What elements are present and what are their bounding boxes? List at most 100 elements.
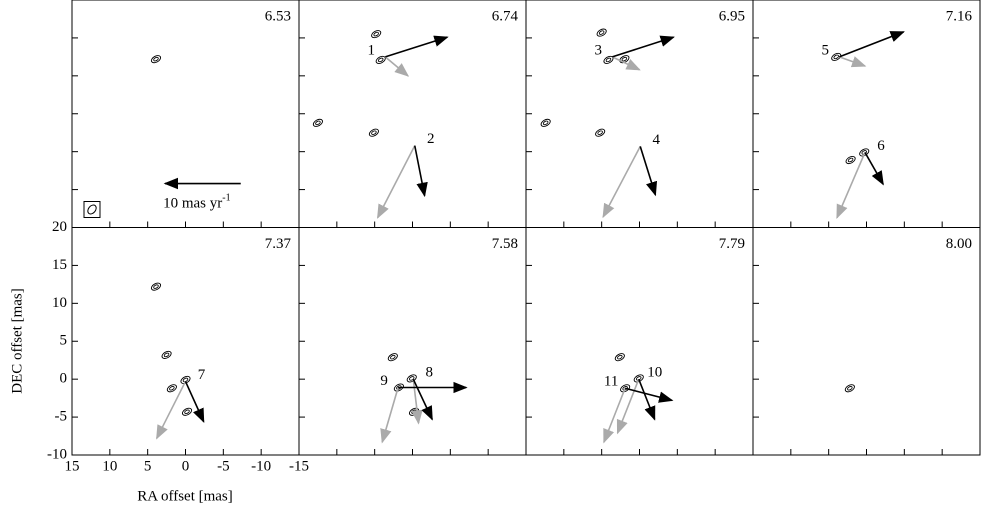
contour: [150, 55, 162, 64]
maser-spot: [393, 383, 404, 392]
maser-spot: [595, 128, 606, 137]
beam: [87, 204, 97, 215]
maser-spot: [161, 350, 172, 359]
contour: [181, 407, 193, 416]
maser-spot: [368, 128, 379, 137]
model-vector: [602, 145, 641, 219]
contour: [622, 386, 628, 391]
contour: [150, 282, 162, 291]
proper-motion-vector: [385, 35, 449, 58]
velocity-label: 6.95: [719, 8, 745, 24]
x-tick-label: 0: [182, 458, 190, 474]
x-tick-label: 10: [102, 458, 117, 474]
contour: [542, 120, 549, 126]
velocity-label: 8.00: [946, 236, 972, 252]
model-vector: [603, 387, 626, 444]
maser-spot: [371, 30, 382, 39]
contour: [540, 118, 551, 127]
feature-label: 2: [427, 131, 435, 147]
model-vector: [384, 56, 410, 77]
contour: [847, 157, 854, 163]
x-tick-label: 5: [144, 458, 152, 474]
contour: [153, 56, 159, 62]
feature-label: 11: [604, 374, 618, 390]
contour: [595, 128, 606, 137]
contour: [845, 155, 856, 165]
panel-frame: [71, 0, 300, 228]
feature-label: 6: [877, 138, 885, 154]
proper-motion-vector: [413, 145, 428, 198]
contour: [833, 54, 839, 60]
proper-motion-vector: [184, 381, 205, 423]
proper-motion-vector: [864, 152, 884, 186]
contour: [371, 130, 377, 135]
x-tick-label: -15: [289, 458, 309, 474]
y-axis-label: DEC offset [mas]: [9, 288, 25, 394]
maser-spot: [375, 55, 386, 64]
maser-spot: [540, 118, 551, 127]
panel-frame: [298, 227, 527, 456]
contour: [387, 353, 398, 362]
contour: [390, 354, 396, 360]
proper-motion-vector: [637, 378, 656, 421]
contour: [409, 376, 415, 381]
maser-spot: [150, 282, 162, 291]
model-vector: [411, 379, 423, 425]
contour: [831, 52, 842, 61]
feature-label: 4: [653, 132, 661, 148]
y-tick-label: -10: [47, 446, 67, 462]
proper-motion-vector: [624, 387, 674, 403]
feature-label: 8: [426, 365, 434, 381]
maser-spot: [166, 384, 177, 393]
maser-spot: [181, 407, 193, 416]
maser-spot: [150, 55, 162, 64]
contour: [614, 353, 625, 362]
velocity-label: 7.58: [492, 236, 518, 252]
contour: [169, 386, 175, 391]
model-vector: [156, 381, 187, 440]
proper-motion-vector: [639, 146, 658, 197]
contour: [163, 352, 170, 358]
y-tick-label: 5: [60, 333, 68, 349]
maser-spot: [180, 375, 191, 384]
contour: [166, 384, 177, 393]
feature-label: 7: [198, 367, 206, 383]
feature-label: 3: [595, 42, 603, 58]
velocity-label: 6.53: [265, 8, 291, 24]
maser-spot: [614, 353, 625, 362]
y-tick-label: -5: [55, 409, 68, 425]
velocity-label: 7.79: [719, 236, 745, 252]
model-vector: [616, 378, 640, 435]
feature-label: 5: [822, 42, 830, 58]
x-tick-label: -10: [251, 458, 271, 474]
contour: [184, 409, 190, 415]
contour: [598, 30, 605, 35]
panel-frame: [752, 227, 981, 456]
contour: [375, 55, 386, 64]
contour: [393, 383, 404, 392]
contour: [633, 374, 644, 383]
x-tick-label: 15: [65, 458, 80, 474]
contour: [377, 57, 384, 63]
maser-spot: [620, 384, 631, 393]
maser-spot: [387, 353, 398, 362]
contour: [597, 130, 603, 135]
contour: [153, 284, 159, 289]
contour: [617, 354, 623, 360]
panel-frame: [752, 0, 981, 228]
maser-spot: [844, 384, 855, 393]
model-vector: [376, 145, 416, 219]
maser-spot: [845, 155, 856, 165]
contour: [180, 375, 191, 384]
velocity-label: 6.74: [492, 8, 519, 24]
panel-frame: [525, 0, 754, 228]
beam-box: [83, 201, 101, 218]
contour: [368, 128, 379, 137]
scale-label-text: 10 mas yr: [163, 196, 222, 212]
maser-spot: [406, 374, 417, 383]
y-tick-label: 20: [52, 219, 67, 235]
contour: [373, 31, 379, 37]
contour: [844, 384, 855, 393]
y-tick-label: 15: [52, 257, 67, 273]
